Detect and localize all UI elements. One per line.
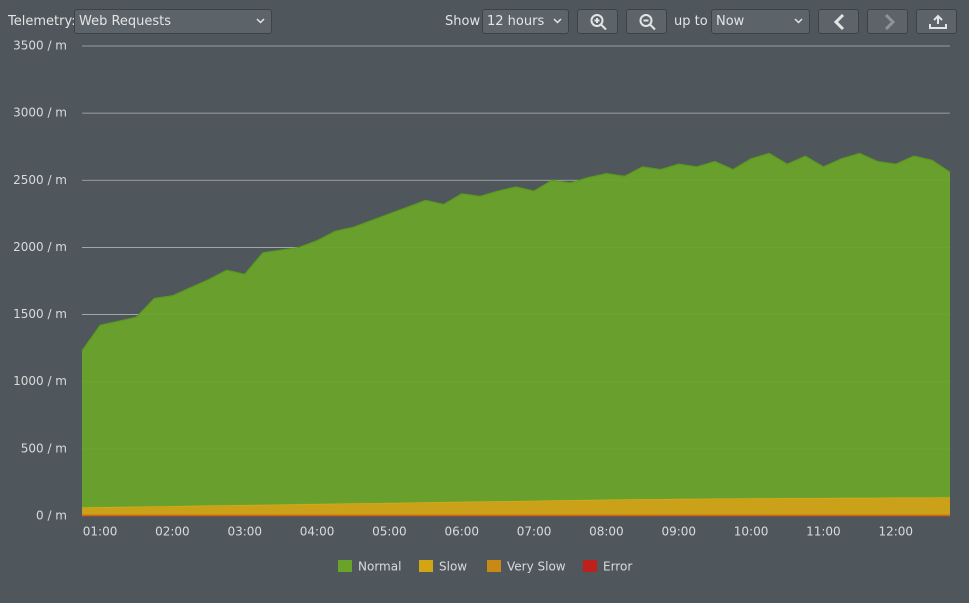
y-tick-label: 2000 / m (13, 240, 67, 254)
legend-swatch (583, 560, 597, 572)
y-tick-label: 2500 / m (13, 173, 67, 187)
x-tick-label: 02:00 (155, 525, 190, 539)
legend-swatch (338, 560, 352, 572)
x-tick-label: 01:00 (83, 525, 118, 539)
x-tick-label: 06:00 (444, 525, 479, 539)
legend-label: Very Slow (507, 560, 566, 574)
y-tick-label: 1500 / m (13, 307, 67, 321)
x-tick-label: 04:00 (300, 525, 335, 539)
x-tick-label: 09:00 (661, 525, 696, 539)
area-fill (82, 153, 950, 507)
x-tick-label: 12:00 (878, 525, 913, 539)
y-tick-label: 500 / m (21, 441, 67, 455)
y-tick-label: 0 / m (36, 509, 67, 523)
x-tick-label: 05:00 (372, 525, 407, 539)
legend-label: Normal (358, 560, 401, 574)
y-tick-label: 3000 / m (13, 106, 67, 120)
x-tick-label: 07:00 (517, 525, 552, 539)
legend-label: Error (603, 560, 632, 574)
legend-swatch (419, 560, 433, 572)
x-tick-label: 08:00 (589, 525, 624, 539)
legend-label: Slow (439, 560, 467, 574)
legend-swatch (487, 560, 501, 572)
y-tick-label: 3500 / m (13, 39, 67, 53)
x-tick-label: 11:00 (806, 525, 841, 539)
x-tick-label: 10:00 (734, 525, 769, 539)
x-tick-label: 03:00 (227, 525, 262, 539)
y-tick-label: 1000 / m (13, 374, 67, 388)
